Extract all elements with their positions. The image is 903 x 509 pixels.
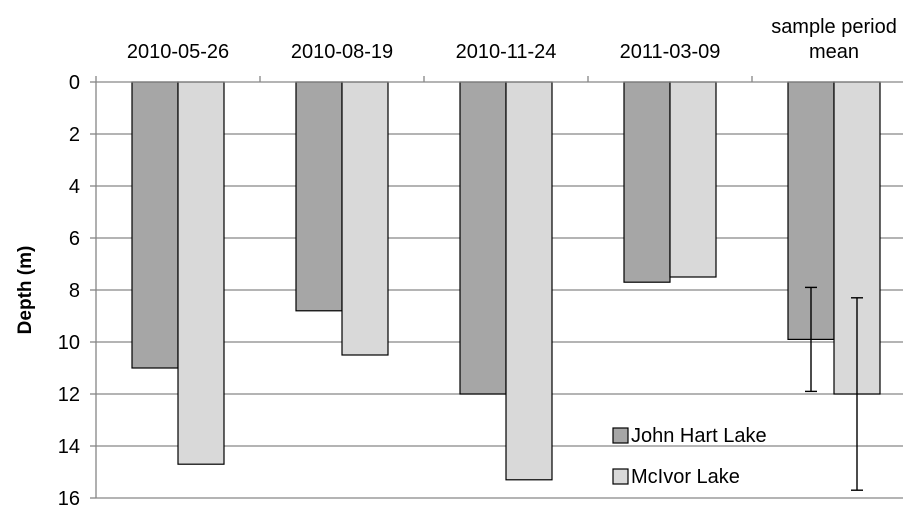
y-tick-label: 16 <box>58 488 80 509</box>
legend-label: John Hart Lake <box>631 425 767 447</box>
y-tick-label: 12 <box>58 384 80 406</box>
x-tick-label: 2010-11-24 <box>456 41 557 63</box>
bars <box>131 81 881 481</box>
y-tick-labels: 0 2 4 6 8 10 12 14 16 <box>58 72 80 509</box>
y-tick-label: 10 <box>58 332 80 354</box>
y-tick-label: 6 <box>69 228 80 250</box>
y-tick-label: 0 <box>69 72 80 94</box>
x-tick-label: sample period <box>771 16 897 38</box>
bar-mcivor-lake <box>177 81 225 465</box>
y-tick-label: 8 <box>69 280 80 302</box>
legend-label: McIvor Lake <box>631 466 740 488</box>
x-tick-label: 2010-08-19 <box>291 41 393 63</box>
legend: John Hart Lake McIvor Lake <box>612 425 767 488</box>
bar-mcivor-lake <box>669 81 717 278</box>
bar-mcivor-lake <box>341 81 389 356</box>
y-tick-label: 4 <box>69 176 80 198</box>
bar-john-hart-lake <box>623 81 671 283</box>
bar-john-hart-lake <box>131 81 179 369</box>
error-bars <box>805 286 863 491</box>
x-tick-labels: 2010-05-26 2010-08-19 2010-11-24 2011-03-09… <box>127 16 897 63</box>
x-tick-label: 2011-03-09 <box>620 41 721 63</box>
y-tick-label: 2 <box>69 124 80 146</box>
bar-john-hart-lake <box>295 81 343 312</box>
axes <box>95 81 903 498</box>
x-tick-label: mean <box>809 41 859 63</box>
x-tick-label: 2010-05-26 <box>127 41 229 63</box>
bar-mcivor-lake <box>505 81 553 481</box>
legend-swatch <box>612 468 629 485</box>
y-axis-title: Depth (m) <box>15 246 36 335</box>
y-tick-label: 14 <box>58 436 80 458</box>
legend-swatch <box>612 427 629 444</box>
bar-john-hart-lake <box>459 81 507 395</box>
